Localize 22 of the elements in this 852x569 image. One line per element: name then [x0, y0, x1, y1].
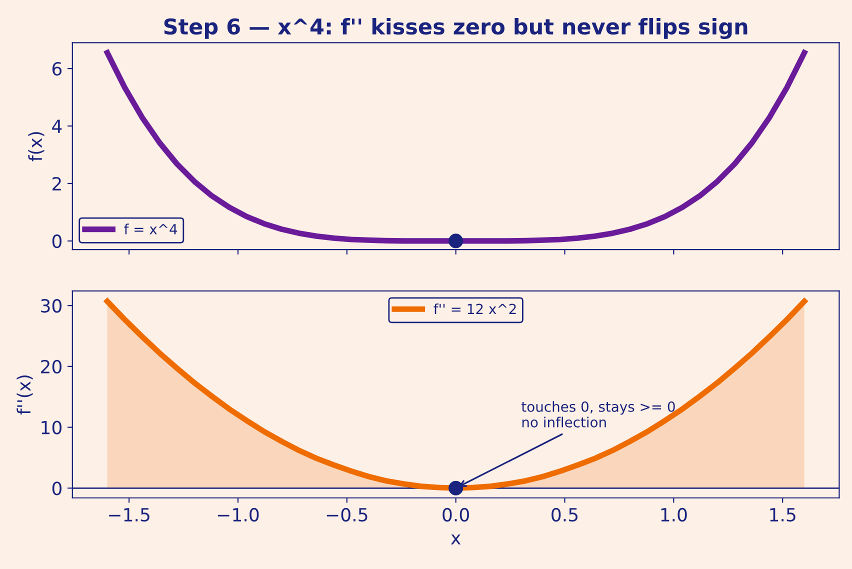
x-tick-label: 0.0	[442, 508, 469, 522]
legend-label: f = x^4	[124, 224, 178, 234]
y-tick-label: 30	[41, 299, 62, 313]
y-tick-label: 6	[52, 62, 62, 76]
x-axis-title: x	[450, 534, 461, 544]
y-axis-title: f(x)	[28, 132, 44, 162]
y-tick-label: 0	[52, 482, 62, 496]
y-tick-label: 4	[52, 120, 62, 133]
y-tick-label: 2	[52, 176, 61, 190]
x-tick-label: 1.0	[661, 508, 687, 522]
legend-label: f'' = 12 x^2	[434, 303, 516, 314]
y-tick-label: 20	[41, 360, 62, 374]
annotation: touches 0, stays >= 0 no inflection	[522, 401, 675, 428]
chart-title: Step 6 — x^4: f'' kisses zero but never flips sign	[164, 18, 748, 39]
y-tick-label: 0	[52, 234, 62, 248]
x-tick-label: −1.5	[109, 508, 150, 522]
x-tick-label: 1.5	[770, 508, 796, 522]
y-axis-title: f''(x)	[16, 375, 33, 415]
x-tick-label: −1.0	[218, 508, 259, 522]
y-tick-label: 10	[42, 420, 62, 434]
x-tick-label: −0.5	[326, 508, 368, 522]
x-tick-label: 0.5	[552, 508, 578, 522]
